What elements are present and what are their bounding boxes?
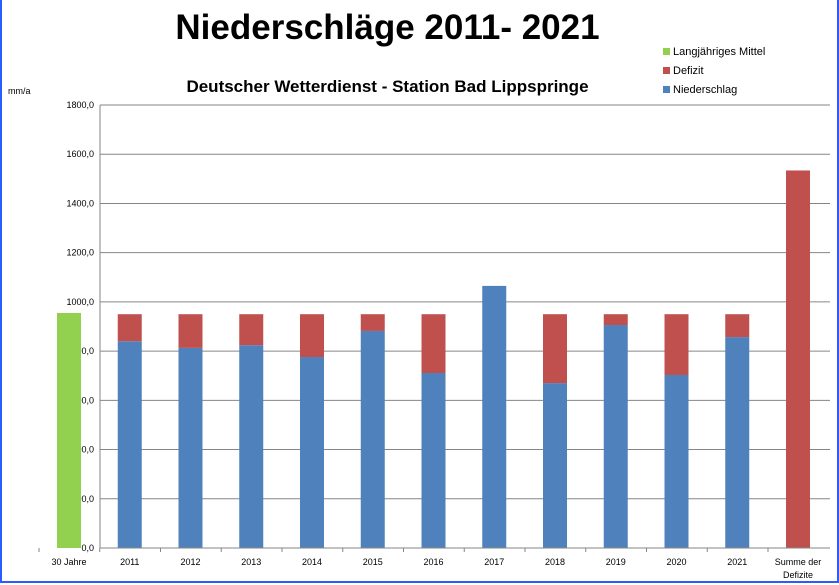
bar-niederschlag: [360, 330, 385, 548]
x-tick-label: 2019: [606, 557, 626, 567]
legend-swatch: [663, 86, 670, 93]
bar-niederschlag: [603, 325, 628, 548]
bar-niederschlag: [664, 374, 689, 548]
legend-item: Defizit: [663, 61, 765, 80]
x-tick-label: 2014: [302, 557, 322, 567]
x-tick-label: 2015: [363, 557, 383, 567]
legend-label: Niederschlag: [673, 83, 738, 96]
y-tick-label: 800,0: [71, 346, 94, 356]
y-tick-label: 1800,0: [66, 100, 94, 110]
chart-title: Niederschläge 2011- 2021: [175, 8, 600, 47]
x-tick-label: 2017: [484, 557, 504, 567]
chart-subtitle: Deutscher Wetterdienst - Station Bad Lip…: [186, 77, 589, 96]
bar-niederschlag: [300, 357, 324, 548]
bar-defizit: [786, 170, 810, 548]
x-tick-label: Summe der: [775, 557, 822, 567]
bar-niederschlag: [482, 285, 507, 548]
y-axis-label: mm/a: [8, 86, 31, 96]
legend-label: Defizit: [673, 64, 704, 77]
legend-label: Langjähriges Mittel: [673, 45, 766, 58]
legend-item: Niederschlag: [663, 80, 765, 99]
legend-item: Langjähriges Mittel: [663, 42, 765, 61]
bar-defizit: [178, 314, 203, 348]
x-tick-label: 2020: [666, 557, 686, 567]
y-tick-label: 1200,0: [66, 248, 94, 258]
bar-defizit: [543, 314, 567, 384]
y-tick-label: 1400,0: [66, 198, 94, 208]
y-tick-label: 400,0: [71, 445, 94, 455]
legend: Langjähriges Mittel Defizit Niederschlag: [663, 42, 765, 99]
bar-defizit: [117, 314, 142, 342]
x-tick-label: Defizite: [783, 570, 813, 580]
y-tick-label: 200,0: [71, 494, 94, 504]
bar-defizit: [360, 314, 385, 331]
x-tick-label: 30 Jahre: [51, 557, 86, 567]
bar-defizit: [300, 314, 324, 358]
x-tick-label: 2021: [727, 557, 747, 567]
y-tick-label: 1600,0: [66, 149, 94, 159]
x-tick-label: 2011: [120, 557, 139, 567]
bar-defizit: [725, 314, 750, 338]
bar-defizit: [603, 314, 628, 326]
bar-defizit: [239, 314, 264, 346]
x-tick-label: 2018: [545, 557, 565, 567]
x-tick-label: 2012: [180, 557, 200, 567]
bar-langj-hriges-mittel: [57, 312, 81, 548]
x-tick-label: 2013: [241, 557, 261, 567]
bar-niederschlag: [117, 341, 142, 548]
x-tick-label: 2016: [423, 557, 443, 567]
y-tick-label: 600,0: [71, 395, 94, 405]
bar-defizit: [664, 314, 689, 375]
bar-niederschlag: [725, 337, 750, 548]
y-tick-label: 1000,0: [66, 297, 94, 307]
bar-niederschlag: [543, 383, 567, 548]
legend-swatch: [663, 48, 670, 55]
bar-defizit: [421, 314, 446, 374]
legend-swatch: [663, 67, 670, 74]
y-tick-label: 0,0: [81, 543, 94, 553]
bar-niederschlag: [239, 345, 264, 548]
bar-niederschlag: [421, 373, 446, 548]
bar-niederschlag: [178, 347, 203, 548]
